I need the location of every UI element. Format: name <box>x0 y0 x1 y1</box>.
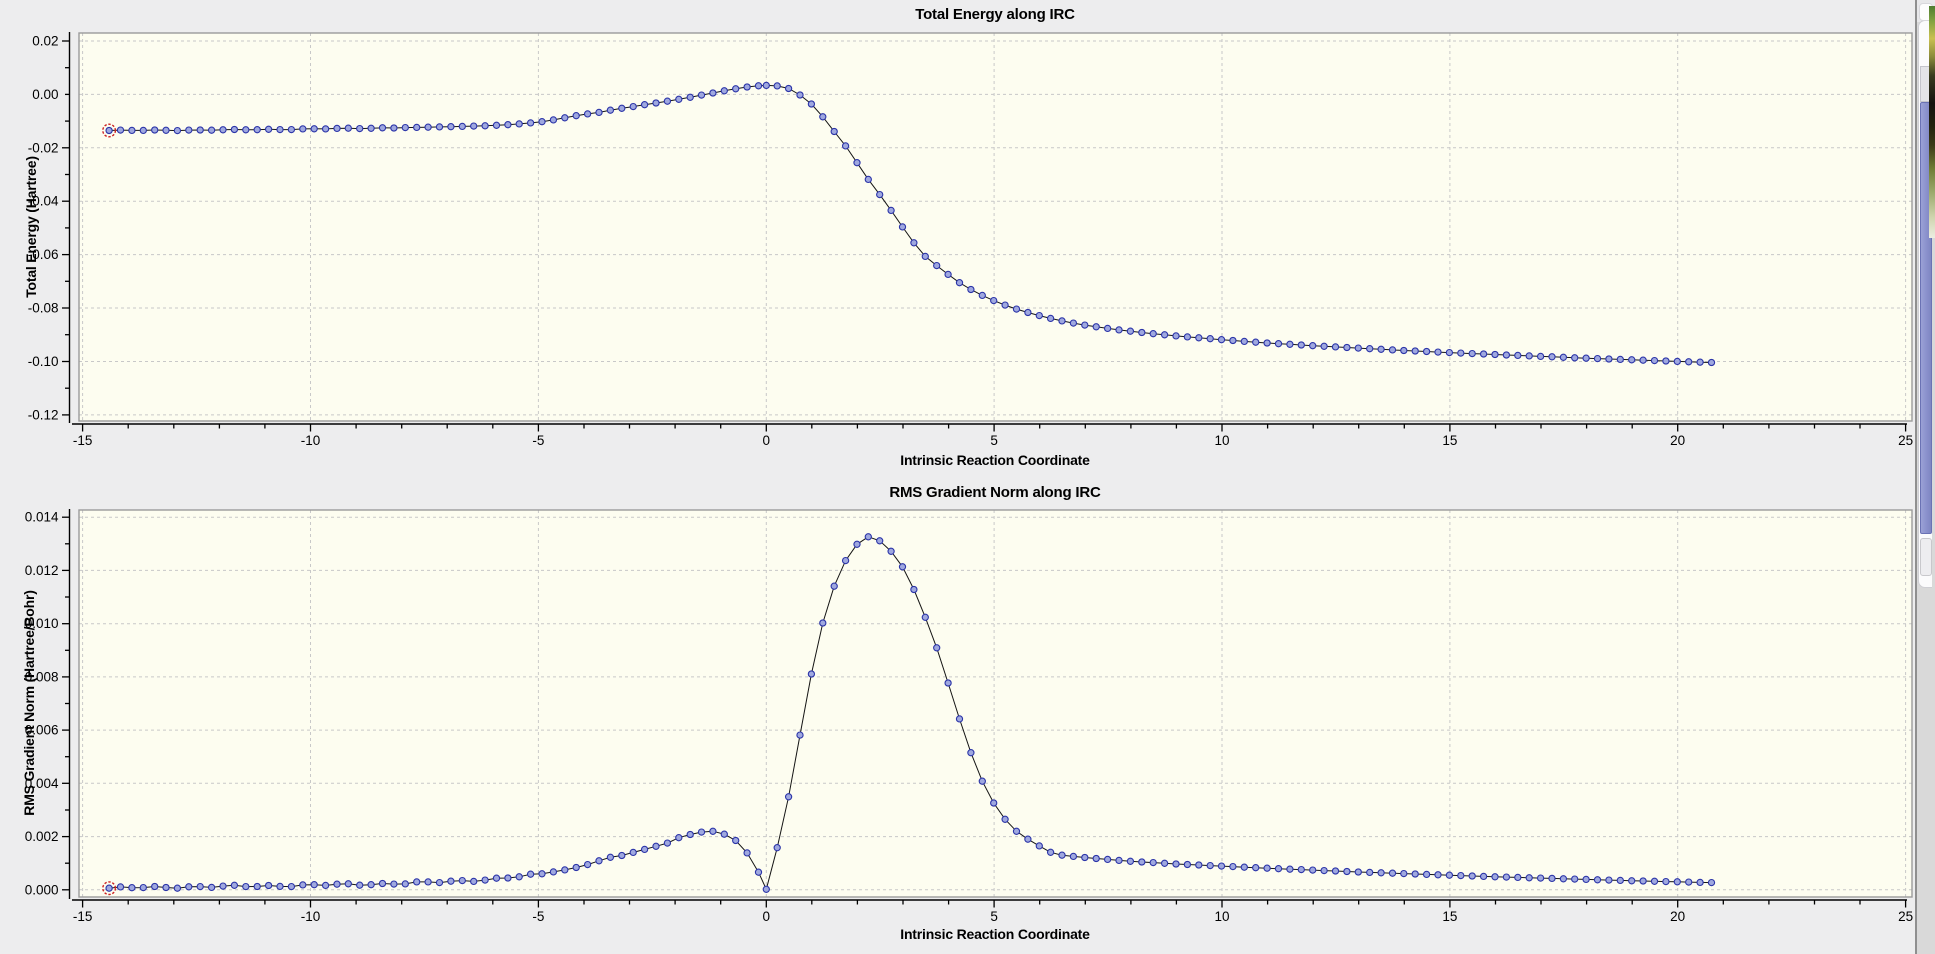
y-tick-label: 0.000 <box>25 882 59 897</box>
y-tick-label: 0.008 <box>25 669 59 684</box>
x-tick-label: -10 <box>301 909 321 924</box>
y-tick-label: -0.04 <box>28 194 59 209</box>
x-tick-label: 5 <box>990 433 998 448</box>
x-tick-label: 5 <box>990 909 998 924</box>
x-tick-label: 20 <box>1670 909 1685 924</box>
y-tick-label: 0.006 <box>25 723 59 738</box>
x-tick-label: 10 <box>1214 909 1229 924</box>
x-tick-label: 25 <box>1898 433 1913 448</box>
x-tick-label: 15 <box>1442 433 1457 448</box>
window-edge-divider <box>1915 0 1917 954</box>
x-tick-label: 0 <box>763 909 771 924</box>
x-tick-label: -5 <box>532 433 544 448</box>
y-tick-label: -0.02 <box>28 140 59 155</box>
y-tick-label: 0.010 <box>25 616 59 631</box>
energy-x-axis-title: Intrinsic Reaction Coordinate <box>900 452 1090 468</box>
y-tick-label: 0.02 <box>32 34 58 49</box>
y-tick-label: -0.06 <box>28 247 59 262</box>
gradient-chart-title: RMS Gradient Norm along IRC <box>889 484 1101 501</box>
molecule-view-sliver <box>1929 6 1935 238</box>
x-tick-label: -15 <box>73 909 93 924</box>
x-tick-label: 15 <box>1442 909 1457 924</box>
y-tick-label: 0.014 <box>25 510 59 525</box>
y-tick-label: -0.08 <box>28 301 59 316</box>
x-tick-label: -10 <box>301 433 321 448</box>
scrollbar-lower-handle[interactable] <box>1920 538 1932 576</box>
gradient-x-axis-title: Intrinsic Reaction Coordinate <box>900 926 1090 942</box>
y-tick-label: 0.002 <box>25 829 59 844</box>
x-tick-label: -15 <box>73 433 93 448</box>
y-tick-label: 0.00 <box>32 87 58 102</box>
x-tick-label: 25 <box>1898 909 1913 924</box>
y-tick-label: 0.012 <box>25 563 59 578</box>
y-tick-label: -0.10 <box>28 354 59 369</box>
selected-point-ring <box>102 123 117 138</box>
x-tick-label: -5 <box>532 909 544 924</box>
x-tick-label: 20 <box>1670 433 1685 448</box>
energy-y-axis-title: Total Energy (Hartree) <box>23 156 39 298</box>
selected-point-ring <box>102 881 117 896</box>
y-tick-label: 0.004 <box>25 776 59 791</box>
energy-chart-title: Total Energy along IRC <box>915 6 1075 23</box>
x-tick-label: 10 <box>1214 433 1229 448</box>
y-tick-label: -0.12 <box>28 407 59 422</box>
x-tick-label: 0 <box>763 433 771 448</box>
gradient-y-axis-title: RMS Gradient Norm (Hartree/Bohr) <box>21 590 37 816</box>
